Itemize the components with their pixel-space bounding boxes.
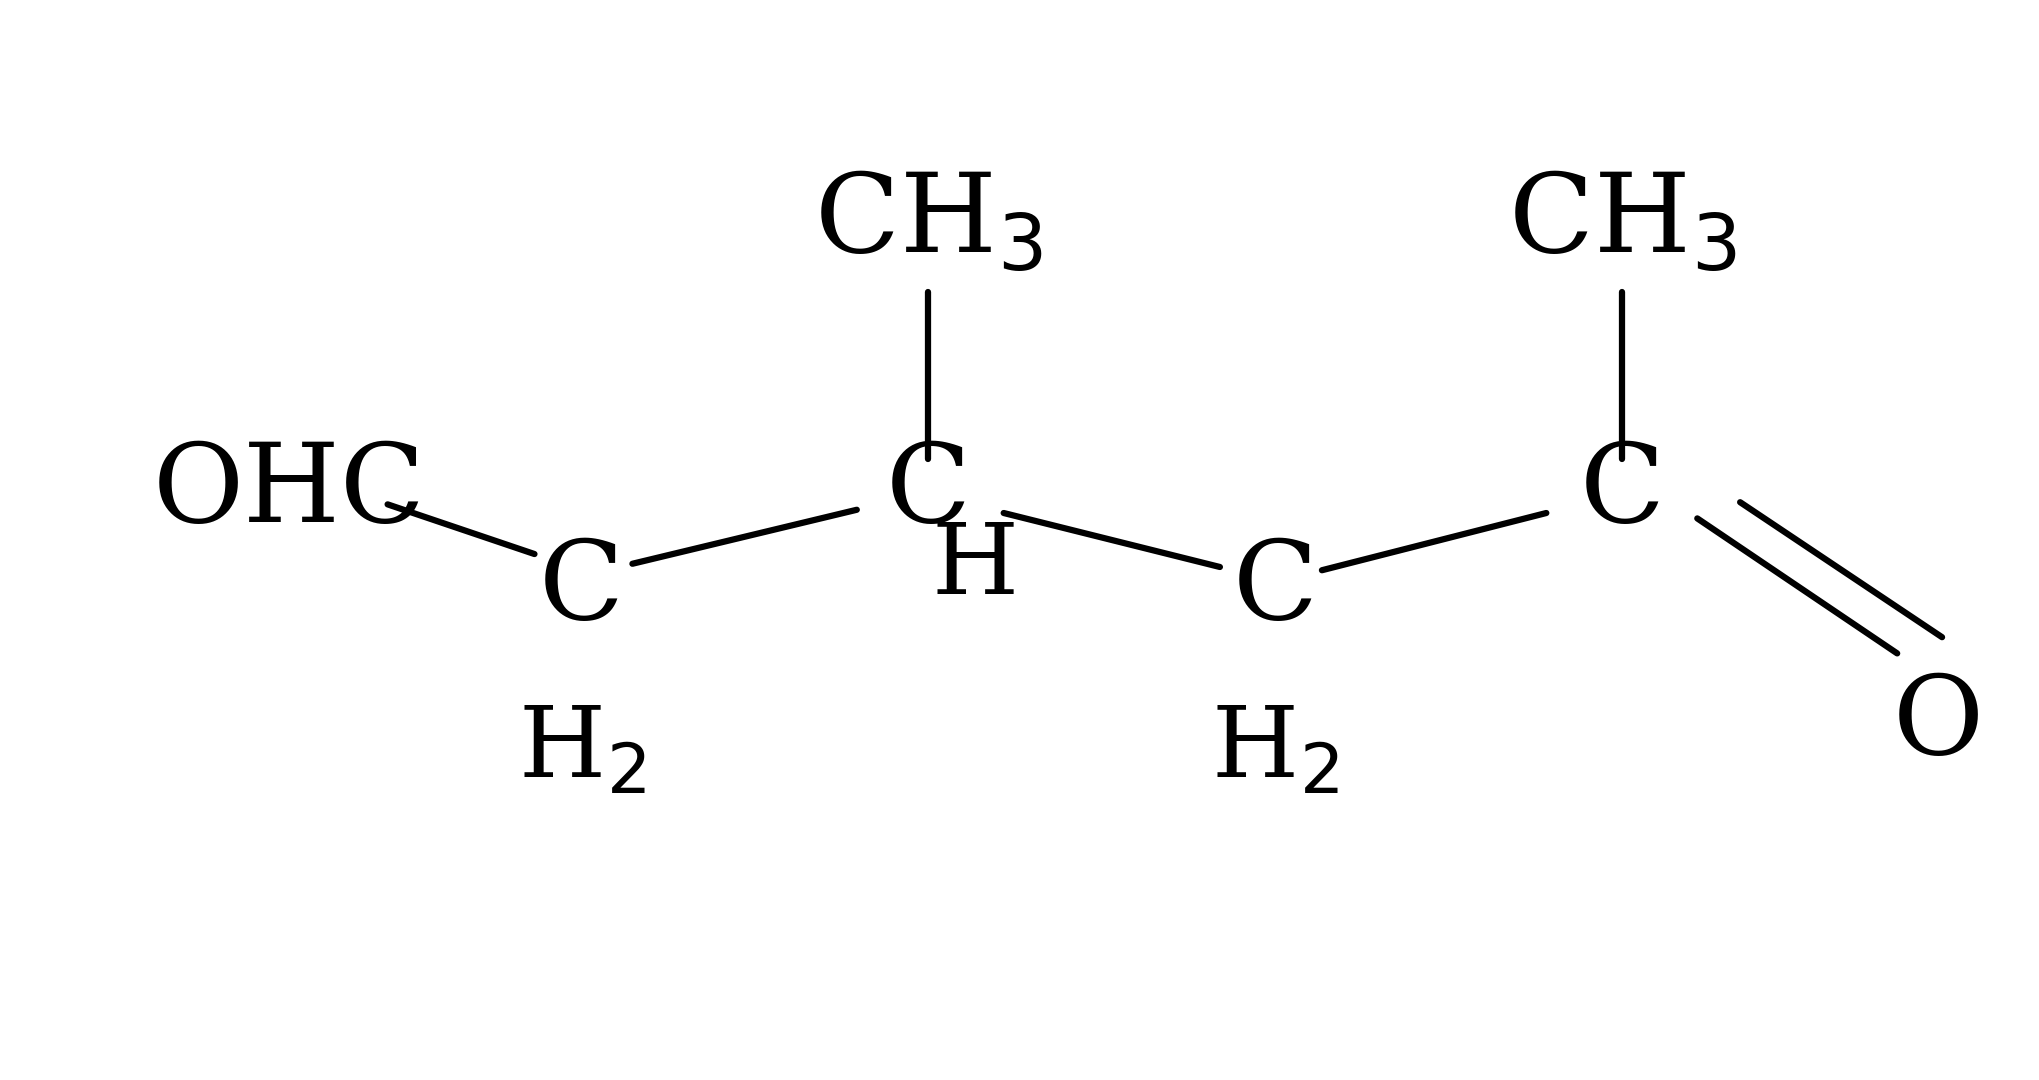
Text: H$_2$: H$_2$	[1211, 703, 1338, 798]
Text: H: H	[932, 519, 1017, 615]
Text: OHC: OHC	[153, 437, 426, 545]
Text: CH$_3$: CH$_3$	[814, 167, 1042, 275]
Text: C: C	[538, 535, 624, 643]
Text: CH$_3$: CH$_3$	[1507, 167, 1735, 275]
Text: C: C	[885, 437, 971, 545]
Text: C: C	[1578, 437, 1664, 545]
Text: O: O	[1892, 670, 1982, 778]
Text: H$_2$: H$_2$	[518, 703, 644, 798]
Text: C: C	[1232, 535, 1317, 643]
